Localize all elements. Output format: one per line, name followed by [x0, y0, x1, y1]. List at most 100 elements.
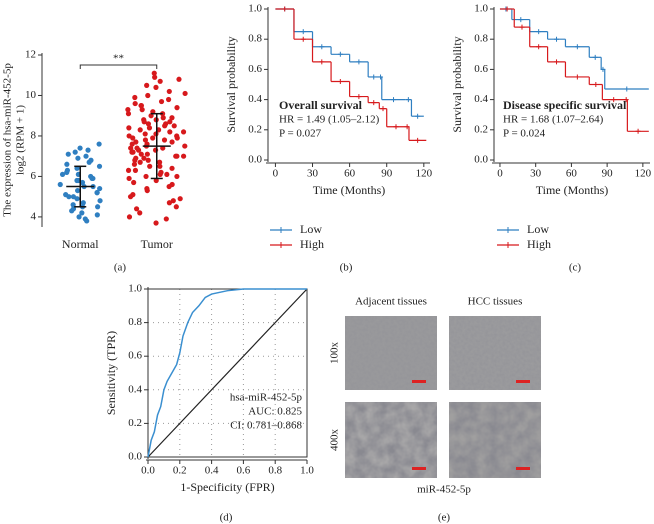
y-tick-label: 0.8: [248, 33, 262, 45]
point: [125, 167, 132, 173]
censor-mark: [415, 137, 421, 143]
point: [169, 165, 175, 171]
point: [130, 149, 136, 155]
y-tick-label: 0.0: [128, 451, 142, 463]
y-tick-label: 1.0: [248, 3, 262, 15]
point: [132, 157, 138, 163]
point: [132, 100, 138, 107]
point: [133, 206, 140, 212]
point: [97, 198, 103, 204]
y-axis-title: Survival probability: [450, 36, 464, 132]
censor-mark: [356, 59, 362, 65]
point: [137, 127, 143, 133]
point: [164, 171, 170, 178]
point: [139, 107, 145, 113]
point: [146, 125, 153, 131]
x-axis-title: 1-Specificity (FPR): [180, 480, 274, 494]
y-axis-title: Sensitivity (TPR): [104, 331, 118, 415]
legend-label: High: [527, 237, 551, 251]
y-tick-label: 0.4: [248, 93, 262, 105]
annotation: AUC: 0.825: [248, 406, 302, 418]
censor-mark: [574, 44, 580, 50]
image-panel: Adjacent tissues HCC tissues 100x 400x m…: [329, 296, 541, 524]
point: [66, 194, 72, 200]
point: [173, 153, 179, 159]
censor-mark: [380, 106, 386, 112]
x-tick-label: 120: [416, 168, 433, 180]
y-tick-label: 8: [31, 129, 37, 141]
point: [157, 171, 163, 178]
point: [162, 123, 168, 129]
point: [167, 129, 173, 135]
annotation: P = 0.027: [279, 128, 322, 140]
point: [129, 141, 135, 147]
point: [141, 155, 147, 161]
panel-label: (e): [438, 512, 451, 524]
point: [143, 173, 149, 180]
x-tick-label: 0.2: [173, 465, 187, 477]
point: [126, 175, 132, 182]
legend-label: Low: [527, 222, 549, 236]
point: [94, 212, 100, 218]
column-label: HCC tissues: [468, 296, 523, 308]
censor-mark: [519, 24, 525, 30]
point: [158, 98, 165, 105]
censor-mark: [378, 74, 384, 80]
point: [163, 216, 169, 222]
scale-bar: [516, 467, 530, 470]
roc-curve: [147, 288, 307, 458]
panel-label: (c): [569, 262, 582, 274]
point: [171, 123, 177, 129]
point: [125, 111, 132, 117]
censor-mark: [623, 97, 629, 103]
point: [138, 102, 145, 109]
point: [75, 187, 81, 194]
censor-mark: [554, 59, 560, 65]
point: [142, 131, 148, 137]
reference-line: [147, 288, 308, 458]
point: [144, 185, 150, 192]
y-tick-label: 12: [25, 49, 36, 61]
y-tick-label: 0.0: [474, 154, 488, 166]
point: [88, 157, 94, 163]
point: [144, 151, 150, 157]
point: [150, 135, 156, 141]
point: [128, 145, 134, 151]
point: [83, 153, 89, 159]
y-tick-label: 0.6: [474, 63, 488, 75]
censor-mark: [319, 59, 325, 65]
plot-frame: [147, 288, 308, 458]
x-tick-label: Normal: [62, 237, 99, 251]
censor-mark: [319, 44, 325, 50]
point: [173, 204, 179, 210]
point: [132, 167, 139, 173]
point: [125, 107, 131, 113]
annotation: CI: 0.781–0.868: [230, 420, 302, 432]
point: [151, 70, 157, 76]
censor-mark: [371, 100, 377, 106]
point: [97, 185, 103, 192]
x-tick-label: 0: [497, 168, 503, 180]
row-label: 400x: [329, 429, 341, 452]
point: [96, 141, 102, 147]
panel-label: (b): [340, 262, 353, 274]
y-tick-label: 6: [31, 170, 37, 182]
x-tick-label: 30: [530, 168, 542, 180]
scale-bar: [516, 380, 530, 383]
point: [137, 159, 143, 165]
censor-mark: [337, 78, 343, 84]
point: [157, 163, 163, 169]
point: [138, 151, 144, 157]
censor-mark: [391, 97, 397, 103]
y-tick-label: 0.2: [474, 123, 488, 135]
point: [89, 175, 95, 182]
point: [169, 181, 175, 188]
legend-marker: [278, 227, 284, 233]
point: [141, 117, 147, 123]
point: [137, 210, 143, 216]
row-label: 100x: [329, 342, 341, 365]
point: [80, 200, 86, 206]
panel-label: (d): [220, 512, 233, 524]
point: [177, 196, 183, 202]
annotation: Overall survival: [279, 98, 363, 112]
